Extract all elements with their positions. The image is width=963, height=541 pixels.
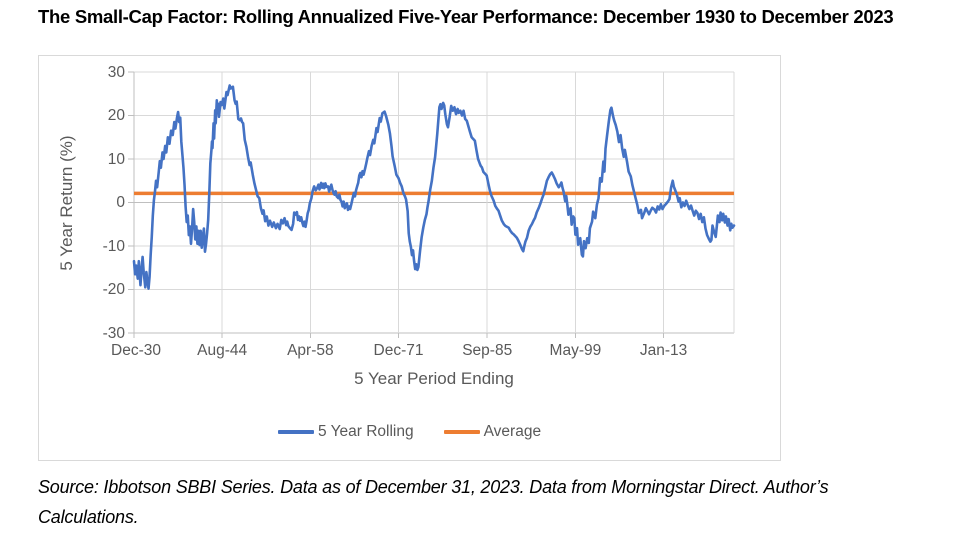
y-tick-label: 10 — [107, 150, 125, 168]
x-tick-label: Dec-71 — [373, 342, 424, 359]
y-tick-label: -10 — [102, 237, 125, 255]
source-note-line2: Calculations. — [38, 507, 139, 527]
source-note-line1: Source: Ibbotson SBBI Series. Data as of… — [38, 477, 829, 497]
x-axis-title: 5 Year Period Ending — [354, 369, 514, 388]
average-series-label: Average — [483, 423, 542, 440]
y-tick-label: 0 — [116, 194, 125, 211]
plot-area — [128, 71, 736, 338]
legend: 5 Year Rolling Average — [39, 421, 780, 443]
chart-frame: 30 20 10 0 -10 -20 -30 Dec-30 Aug-44 Apr-58 Dec-7… — [38, 55, 781, 461]
y-tick-label: 30 — [107, 63, 125, 81]
x-tick-label: May-99 — [549, 342, 602, 359]
rolling-series-label: 5 Year Rolling — [317, 423, 414, 440]
x-tick-label: Dec-30 — [111, 342, 161, 359]
source-note: Source: Ibbotson SBBI Series. Data as of… — [38, 472, 948, 532]
rolling-series-line — [132, 84, 736, 290]
average-series-swatch — [443, 430, 480, 434]
y-axis-title: 5 Year Return (%) — [57, 135, 76, 271]
x-tick-label: Sep-85 — [462, 342, 513, 359]
x-tick-label: Jan-13 — [639, 342, 688, 359]
x-tick-label: Aug-44 — [197, 342, 248, 359]
rolling-series-swatch — [277, 430, 314, 434]
y-tick-label: 20 — [107, 107, 125, 124]
legend-item-rolling: 5 Year Rolling — [277, 423, 414, 441]
page-title: The Small-Cap Factor: Rolling Annualized… — [38, 6, 894, 27]
legend-item-average: Average — [443, 423, 542, 441]
x-tick-label: Apr-58 — [287, 342, 334, 359]
y-tick-label: -20 — [102, 281, 125, 298]
y-tick-label: -30 — [102, 324, 125, 342]
